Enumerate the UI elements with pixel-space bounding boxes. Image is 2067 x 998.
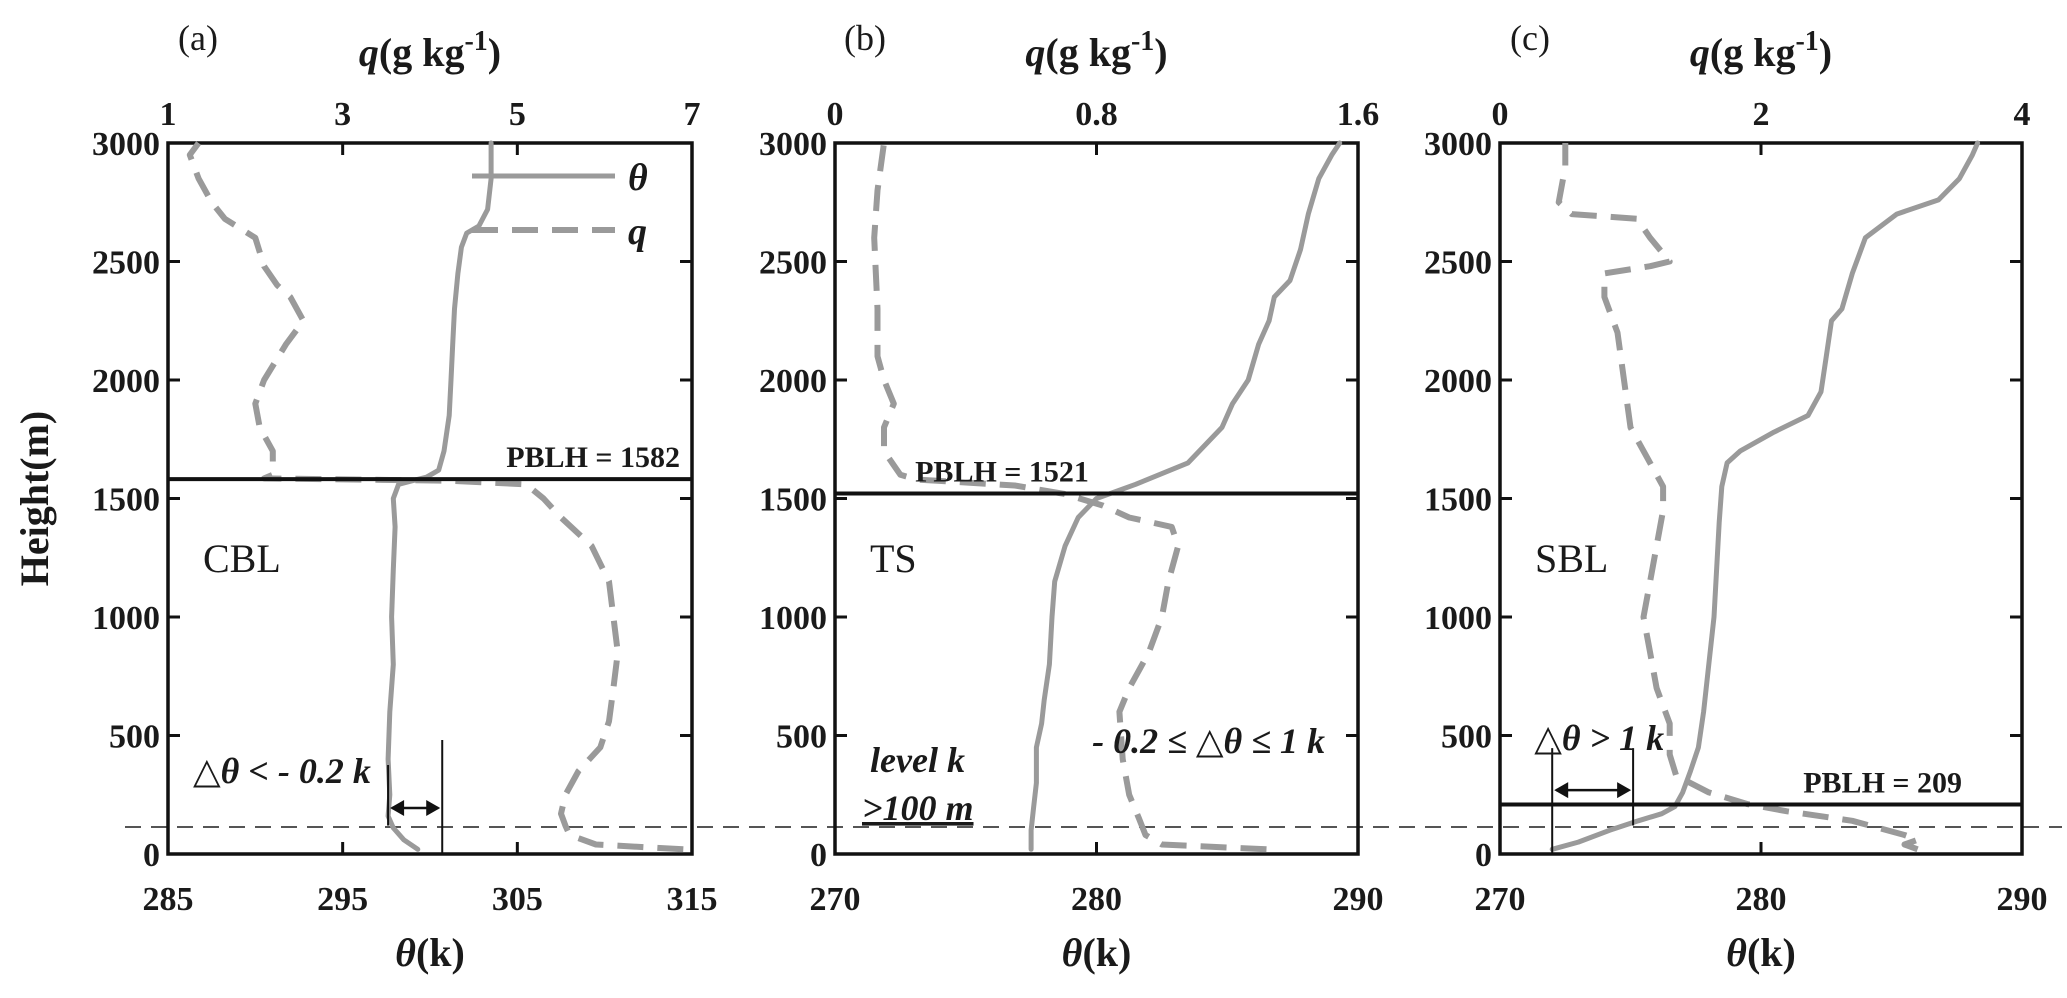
y-tick-label: 2000 bbox=[92, 363, 160, 400]
x-bottom-tick-label: 280 bbox=[1736, 881, 1787, 918]
legend-q-label: q bbox=[628, 211, 647, 253]
delta-arrow-head-left bbox=[390, 800, 405, 817]
y-tick-label: 500 bbox=[109, 719, 160, 756]
level-k-threshold: >100 m bbox=[862, 788, 974, 828]
x-top-axis-label: q(g kg-1) bbox=[1690, 26, 1832, 75]
theta-profile-line bbox=[1028, 140, 1343, 852]
delta-arrow-head-right bbox=[1617, 782, 1632, 799]
pblh-label: PBLH = 209 bbox=[1803, 766, 1962, 799]
x-bottom-tick-label: 290 bbox=[1997, 881, 2048, 918]
panel-letter: (a) bbox=[178, 18, 218, 58]
x-bottom-axis-label: θ(k) bbox=[395, 930, 465, 975]
legend-theta-label: θ bbox=[628, 157, 648, 199]
y-tick-label: 2000 bbox=[759, 363, 827, 400]
panel-letter: (c) bbox=[1510, 18, 1550, 58]
x-bottom-tick-label: 270 bbox=[810, 881, 861, 918]
y-tick-label: 3000 bbox=[1424, 126, 1492, 163]
x-bottom-tick-label: 290 bbox=[1333, 881, 1384, 918]
pblh-label: PBLH = 1582 bbox=[506, 441, 680, 474]
y-tick-label: 0 bbox=[1475, 837, 1492, 874]
q-profile-line bbox=[871, 142, 1267, 853]
x-top-tick-label: 2 bbox=[1753, 96, 1770, 133]
pblh-label: PBLH = 1521 bbox=[915, 456, 1089, 489]
panel-letter: (b) bbox=[844, 18, 886, 58]
y-tick-label: 500 bbox=[1441, 719, 1492, 756]
q-profile-line bbox=[1555, 143, 1921, 853]
x-bottom-tick-label: 270 bbox=[1475, 881, 1526, 918]
y-tick-label: 1500 bbox=[1424, 482, 1492, 519]
y-tick-label: 2500 bbox=[1424, 245, 1492, 282]
y-tick-label: 1500 bbox=[92, 482, 160, 519]
x-top-tick-label: 5 bbox=[509, 96, 526, 133]
y-tick-label: 1000 bbox=[759, 600, 827, 637]
y-axis-label: Height(m) bbox=[12, 411, 57, 587]
delta-theta-annotation: △θ < - 0.2 k bbox=[193, 751, 371, 791]
x-bottom-axis-label: θ(k) bbox=[1726, 930, 1796, 975]
x-top-tick-label: 7 bbox=[684, 96, 701, 133]
panel-2: 0 500 1000 1500 2000 2500 3000 270 280 290 0 0.8 1.6… bbox=[759, 18, 1384, 975]
y-tick-label: 1000 bbox=[1424, 600, 1492, 637]
y-tick-label: 2500 bbox=[759, 245, 827, 282]
x-bottom-axis-label: θ(k) bbox=[1062, 930, 1132, 975]
x-top-tick-label: 1 bbox=[160, 96, 177, 133]
x-top-tick-label: 1.6 bbox=[1337, 96, 1380, 133]
delta-arrow-head-left bbox=[1554, 782, 1569, 799]
x-bottom-tick-label: 305 bbox=[492, 881, 543, 918]
x-top-axis-label: q(g kg-1) bbox=[1025, 26, 1167, 75]
regime-label: SBL bbox=[1535, 536, 1608, 581]
x-bottom-tick-label: 315 bbox=[667, 881, 718, 918]
level-k-annotation: level k bbox=[870, 740, 965, 780]
y-tick-label: 1500 bbox=[759, 482, 827, 519]
regime-label: TS bbox=[870, 536, 917, 581]
delta-arrow-head-right bbox=[426, 800, 441, 817]
x-bottom-tick-label: 285 bbox=[143, 881, 194, 918]
y-tick-label: 500 bbox=[776, 719, 827, 756]
y-tick-label: 1000 bbox=[92, 600, 160, 637]
panel-1: 0 500 1000 1500 2000 2500 3000 285 295 305 315 1 3 5 7… bbox=[12, 18, 718, 975]
y-tick-label: 2500 bbox=[92, 245, 160, 282]
y-tick-label: 2000 bbox=[1424, 363, 1492, 400]
x-top-axis-label: q(g kg-1) bbox=[359, 26, 501, 75]
q-profile-line bbox=[186, 141, 684, 853]
theta-profile-line bbox=[1549, 140, 1981, 852]
y-tick-label: 3000 bbox=[759, 126, 827, 163]
delta-theta-annotation: △θ > 1 k bbox=[1534, 718, 1664, 758]
regime-label: CBL bbox=[203, 536, 281, 581]
y-tick-label: 0 bbox=[810, 837, 827, 874]
y-tick-label: 3000 bbox=[92, 126, 160, 163]
x-top-tick-label: 0.8 bbox=[1075, 96, 1118, 133]
x-bottom-tick-label: 280 bbox=[1071, 881, 1122, 918]
panel-3: 0 500 1000 1500 2000 2500 3000 270 280 290 0 2 4 q(g … bbox=[1424, 18, 2048, 975]
x-bottom-tick-label: 295 bbox=[317, 881, 368, 918]
x-top-tick-label: 4 bbox=[2014, 96, 2031, 133]
x-top-tick-label: 0 bbox=[1492, 96, 1509, 133]
plot-frame bbox=[166, 141, 694, 856]
theta-profile-line bbox=[385, 140, 494, 852]
delta-theta-annotation: - 0.2 ≤ △θ ≤ 1 k bbox=[1092, 721, 1325, 761]
x-top-tick-label: 0 bbox=[827, 96, 844, 133]
y-tick-label: 0 bbox=[143, 837, 160, 874]
x-top-tick-label: 3 bbox=[334, 96, 351, 133]
